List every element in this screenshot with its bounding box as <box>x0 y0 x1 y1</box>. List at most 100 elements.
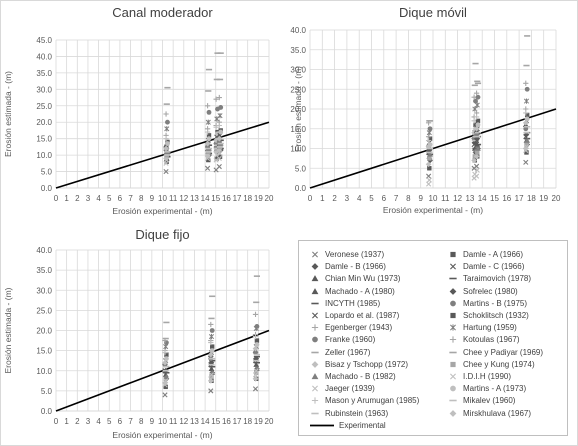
scatter-point <box>216 122 222 129</box>
scatter-point <box>252 386 259 392</box>
legend-marker-shape <box>311 360 319 368</box>
scatter-point <box>162 392 168 398</box>
scatter-point <box>162 359 168 366</box>
experimental-line <box>55 121 270 189</box>
scatter-point <box>254 324 260 329</box>
legend-item: Kotoulas (1967) <box>447 334 519 345</box>
legend-item: Damle - A (1966) <box>447 249 523 260</box>
scatter-point <box>206 109 212 115</box>
scatter-point <box>523 147 529 154</box>
x-tick-label: 6 <box>118 417 123 426</box>
x-tick-label: 9 <box>150 417 155 426</box>
scatter-point <box>524 150 529 155</box>
scatter-point <box>425 161 432 168</box>
x-tick-label: 2 <box>332 194 337 203</box>
scatter-point <box>475 118 481 124</box>
x-tick-label: 4 <box>96 194 101 203</box>
y-tick-label: 35.0 <box>290 46 306 55</box>
legend-item: Mason y Arumugan (1985) <box>309 395 419 406</box>
x-tick-label: 10 <box>158 417 167 426</box>
legend-item: Rubinstein (1963) <box>309 408 388 419</box>
scatter-point <box>209 374 214 379</box>
scatter-point <box>475 145 481 151</box>
legend-item: Zeller (1967) <box>309 347 370 358</box>
y-tick-label: 35.0 <box>36 266 52 275</box>
legend: Veronese (1937) Damle - A (1966) Damle - B… <box>298 240 568 436</box>
legend-marker-shape <box>312 251 318 258</box>
scatter-point <box>207 377 214 384</box>
legend-label: INCYTH (1985) <box>325 298 381 308</box>
legend-marker-shape <box>450 300 456 307</box>
legend-label: Sofrelec (1980) <box>463 286 518 296</box>
x-tick-label: 12 <box>179 194 188 203</box>
y-tick-label: 5.0 <box>41 387 53 396</box>
x-axis-label: Erosión experimental - (m) <box>112 206 212 216</box>
legend-label: Veronese (1937) <box>325 250 385 259</box>
scatter-point <box>253 361 260 367</box>
scatter-point <box>252 333 259 340</box>
scatter-point <box>473 173 480 179</box>
scatter-point <box>254 342 260 348</box>
y-tick-label: 5.0 <box>41 168 53 177</box>
y-tick-label: 5.0 <box>295 164 307 173</box>
legend-label: Experimental <box>339 420 386 430</box>
scatter-point <box>165 119 170 125</box>
scatter-point <box>473 98 478 104</box>
y-tick-label: 10.0 <box>36 367 52 376</box>
x-tick-label: 16 <box>502 194 511 203</box>
scatter-point <box>218 129 224 135</box>
y-tick-label: 30.0 <box>36 85 52 94</box>
scatter-point <box>427 151 433 157</box>
x-tick-label: 7 <box>128 417 133 426</box>
scatter-point <box>426 177 432 183</box>
y-tick-label: 15.0 <box>36 135 52 144</box>
legend-marker <box>447 310 459 321</box>
y-tick-label: 35.0 <box>36 69 52 78</box>
experimental-line <box>55 329 270 412</box>
scatter-point <box>165 141 170 147</box>
x-tick-label: 12 <box>179 417 188 426</box>
legend-marker-shape <box>449 287 457 295</box>
scatter-point <box>425 143 432 150</box>
x-tick-label: 1 <box>64 194 69 203</box>
scatter-point <box>473 122 478 127</box>
scatter-point <box>208 321 214 328</box>
y-axis-label: Erosión estimada - (m) <box>3 287 13 373</box>
chart-panel-1: 0 1 2 3 4 5 6 7 8 9 10 11 12 13 14 15 16 17 18 19 200.05.010… <box>3 5 274 216</box>
x-tick-label: 7 <box>394 194 399 203</box>
scatter-point <box>206 157 211 163</box>
scatter-point <box>164 157 170 163</box>
scatter-point <box>426 181 432 187</box>
legend-label: Chian Min Wu (1973) <box>325 274 401 284</box>
chart-panel-2: 0 1 2 3 4 5 6 7 8 9 10 11 12 13 14 15 16 17 18 19 200.05.010… <box>290 5 561 215</box>
legend-marker-shape <box>312 385 318 392</box>
scatter-point <box>163 168 169 175</box>
x-tick-label: 4 <box>357 194 362 203</box>
x-tick-label: 5 <box>107 417 112 426</box>
legend-item: Egenberger (1943) <box>309 322 392 333</box>
scatter-point <box>426 173 432 179</box>
scatter-point <box>209 344 215 349</box>
legend-marker <box>309 310 321 321</box>
scatter-point <box>473 90 480 96</box>
scatter-point <box>213 157 219 163</box>
scatter-point <box>523 98 530 104</box>
x-tick-label: 13 <box>190 194 199 203</box>
scatter-point <box>162 382 168 388</box>
scatter-point <box>162 379 168 386</box>
scatter-point <box>208 333 215 340</box>
scatter-point <box>163 373 170 379</box>
x-tick-label: 20 <box>552 194 561 203</box>
chart-title: Canal moderador <box>112 5 213 20</box>
scatter-point <box>253 350 258 356</box>
scatter-point <box>252 311 259 318</box>
scatter-point <box>523 143 530 150</box>
legend-label: Schoklitsch (1932) <box>463 311 529 320</box>
scatter-point <box>427 136 433 141</box>
legend-marker <box>447 359 459 370</box>
legend-marker <box>309 347 321 358</box>
scatter-point <box>253 368 259 374</box>
y-tick-label: 25.0 <box>36 306 52 315</box>
legend-marker <box>447 286 459 297</box>
scatter-point <box>524 112 530 118</box>
